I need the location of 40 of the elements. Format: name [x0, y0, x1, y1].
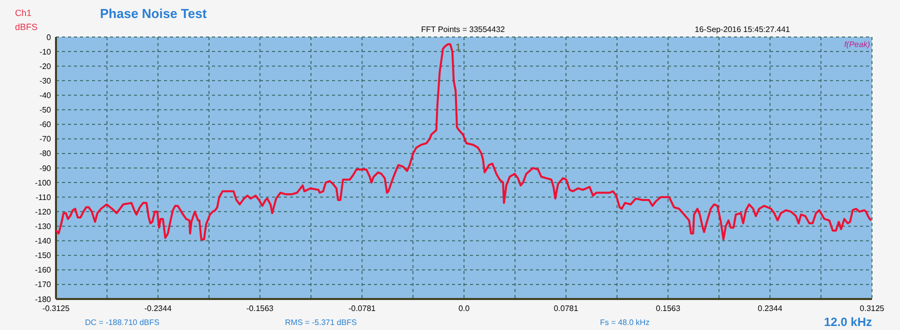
y-tick-label: -100 — [34, 178, 52, 188]
y-tick-label: -160 — [34, 266, 52, 275]
x-tick-label: -0.2344 — [144, 304, 172, 313]
y-tick-label: -80 — [39, 149, 52, 158]
x-tick-label: 0.2344 — [758, 304, 783, 313]
x-tick-label: -0.3125 — [42, 304, 70, 313]
y-tick-label: -170 — [34, 280, 52, 290]
chart-title: Phase Noise Test — [100, 6, 208, 21]
y-tick-label: -60 — [39, 120, 52, 130]
x-tick-label: -0.1563 — [246, 304, 274, 313]
text: 16-Sep-2016 15:45:27.441 — [694, 25, 791, 34]
y-tick-label: -130 — [34, 222, 52, 232]
y-tick-label: -180 — [34, 294, 52, 304]
y-tick-label: -10 — [39, 47, 52, 56]
y-tick-label: -150 — [34, 251, 52, 260]
text: RMS = -5.371 dBFS — [285, 318, 357, 327]
y-tick-label: 0 — [46, 32, 52, 42]
annotation: f(Peak) — [844, 40, 870, 49]
text: Ch1 — [15, 8, 32, 18]
line-series — [55, 43, 872, 240]
y-tick-label: -70 — [39, 134, 52, 144]
y-tick-label: -40 — [39, 91, 52, 100]
y-tick-label: -30 — [39, 76, 52, 86]
y-tick-label: -50 — [39, 106, 52, 115]
x-tick-label: 0.1563 — [656, 304, 681, 313]
y-axis-title: dBFS — [15, 22, 38, 32]
text: Fs = 48.0 kHz — [600, 318, 650, 327]
y-tick-label: -90 — [39, 164, 52, 173]
x-tick-label: 0.0 — [458, 304, 470, 313]
text: DC = -188.710 dBFS — [85, 318, 160, 327]
x-tick-label: -0.0781 — [348, 304, 376, 313]
y-tick-label: -110 — [36, 192, 52, 202]
y-tick-label: -20 — [39, 62, 52, 71]
y-tick-label: -120 — [34, 207, 52, 216]
text: 12.0 kHz — [824, 315, 872, 329]
annotation: 1 — [455, 42, 462, 54]
text: FFT Points = 33554432 — [421, 25, 506, 34]
x-tick-label: 0.3125 — [860, 304, 885, 313]
x-tick-label: 0.0781 — [554, 304, 579, 313]
y-tick-label: -140 — [34, 236, 52, 246]
